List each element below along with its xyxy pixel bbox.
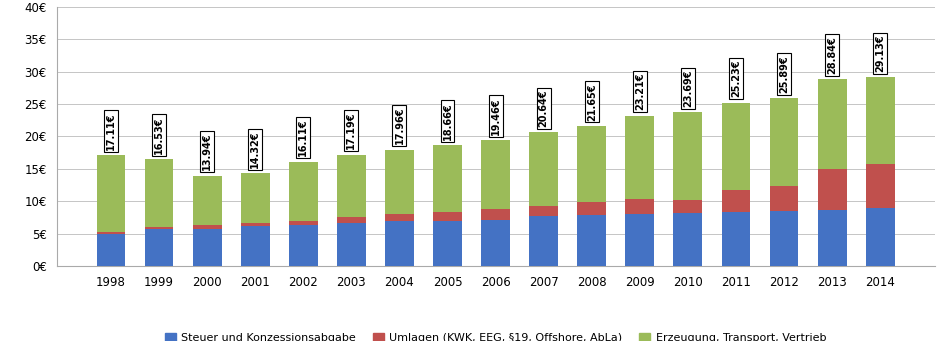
Bar: [721, 190, 750, 212]
Bar: [626, 199, 654, 213]
Bar: [818, 169, 847, 210]
Text: 14.32€: 14.32€: [250, 131, 261, 168]
Bar: [385, 150, 413, 214]
Bar: [337, 218, 365, 223]
Text: 17.11€: 17.11€: [106, 113, 116, 150]
Bar: [96, 234, 126, 266]
Bar: [673, 200, 702, 213]
Bar: [144, 227, 174, 229]
Bar: [289, 225, 318, 266]
Bar: [530, 216, 558, 266]
Bar: [866, 208, 895, 266]
Bar: [769, 211, 799, 266]
Bar: [241, 226, 270, 266]
Bar: [289, 221, 318, 225]
Bar: [673, 213, 702, 266]
Text: 25.23€: 25.23€: [731, 60, 741, 97]
Bar: [578, 202, 606, 215]
Bar: [385, 214, 413, 221]
Text: 29.13€: 29.13€: [875, 34, 885, 72]
Bar: [193, 225, 222, 229]
Bar: [769, 98, 799, 186]
Text: 18.66€: 18.66€: [443, 102, 452, 140]
Bar: [144, 159, 174, 227]
Text: 17.19€: 17.19€: [346, 112, 357, 149]
Text: 23.21€: 23.21€: [634, 73, 645, 110]
Bar: [626, 213, 654, 266]
Text: 20.64€: 20.64€: [539, 90, 548, 127]
Text: 23.69€: 23.69€: [683, 70, 693, 107]
Bar: [433, 211, 462, 221]
Bar: [481, 220, 510, 266]
Bar: [241, 223, 270, 226]
Bar: [818, 210, 847, 266]
Bar: [578, 126, 606, 202]
Bar: [144, 229, 174, 266]
Bar: [866, 164, 895, 208]
Bar: [96, 232, 126, 234]
Text: 25.89€: 25.89€: [779, 56, 789, 93]
Bar: [96, 155, 126, 232]
Bar: [241, 173, 270, 223]
Bar: [337, 223, 365, 266]
Bar: [193, 176, 222, 225]
Bar: [769, 186, 799, 211]
Bar: [578, 215, 606, 266]
Text: 17.96€: 17.96€: [395, 107, 404, 145]
Text: 16.11€: 16.11€: [298, 119, 309, 157]
Bar: [673, 113, 702, 200]
Text: 19.46€: 19.46€: [491, 97, 500, 135]
Bar: [866, 77, 895, 164]
Legend: Steuer und Konzessionsabgabe, Umlagen (KWK, EEG, §19, Offshore, AbLa), Erzeugung: Steuer und Konzessionsabgabe, Umlagen (K…: [160, 328, 831, 341]
Bar: [721, 212, 750, 266]
Bar: [481, 140, 510, 209]
Bar: [481, 209, 510, 220]
Bar: [721, 103, 750, 190]
Bar: [530, 206, 558, 216]
Bar: [337, 154, 365, 218]
Text: 13.94€: 13.94€: [202, 133, 212, 170]
Text: 16.53€: 16.53€: [154, 116, 164, 154]
Bar: [193, 229, 222, 266]
Bar: [818, 79, 847, 169]
Text: 21.65€: 21.65€: [587, 83, 597, 120]
Bar: [433, 221, 462, 266]
Text: 28.84€: 28.84€: [827, 36, 837, 74]
Bar: [530, 132, 558, 206]
Bar: [433, 145, 462, 211]
Bar: [626, 116, 654, 199]
Bar: [385, 221, 413, 266]
Bar: [289, 162, 318, 221]
